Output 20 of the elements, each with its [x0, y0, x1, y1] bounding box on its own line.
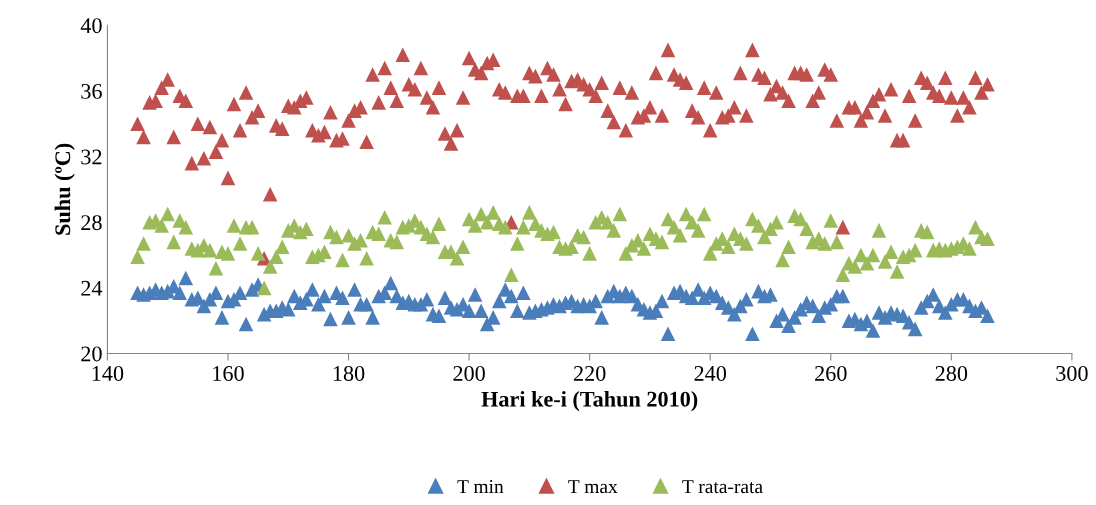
y-axis-title: Suhu (ºC)	[54, 143, 75, 235]
y-tick-label: 32	[81, 149, 102, 165]
y-tick-label: 28	[81, 215, 102, 231]
legend-label: T min	[457, 480, 504, 493]
x-tick-label: 240	[694, 365, 727, 381]
y-tick-label: 20	[81, 346, 102, 362]
x-tick-label: 260	[815, 365, 847, 381]
x-tick-label: 200	[453, 365, 485, 381]
x-tick-label: 180	[333, 365, 365, 381]
legend-label: T rata-rata	[682, 480, 763, 494]
x-axis-title: Hari ke-i (Tahun 2010)	[481, 391, 698, 412]
legend-label: T max	[568, 480, 618, 494]
y-tick-label: 36	[81, 83, 102, 99]
y-tick-label: 24	[81, 280, 103, 296]
x-tick-label: 300	[1056, 365, 1088, 381]
x-tick-label: 280	[935, 365, 968, 381]
x-tick-label: 220	[573, 365, 606, 381]
x-tick-label: 160	[213, 365, 244, 381]
y-tick-label: 40	[80, 18, 102, 34]
x-tick-label: 140	[92, 365, 124, 381]
